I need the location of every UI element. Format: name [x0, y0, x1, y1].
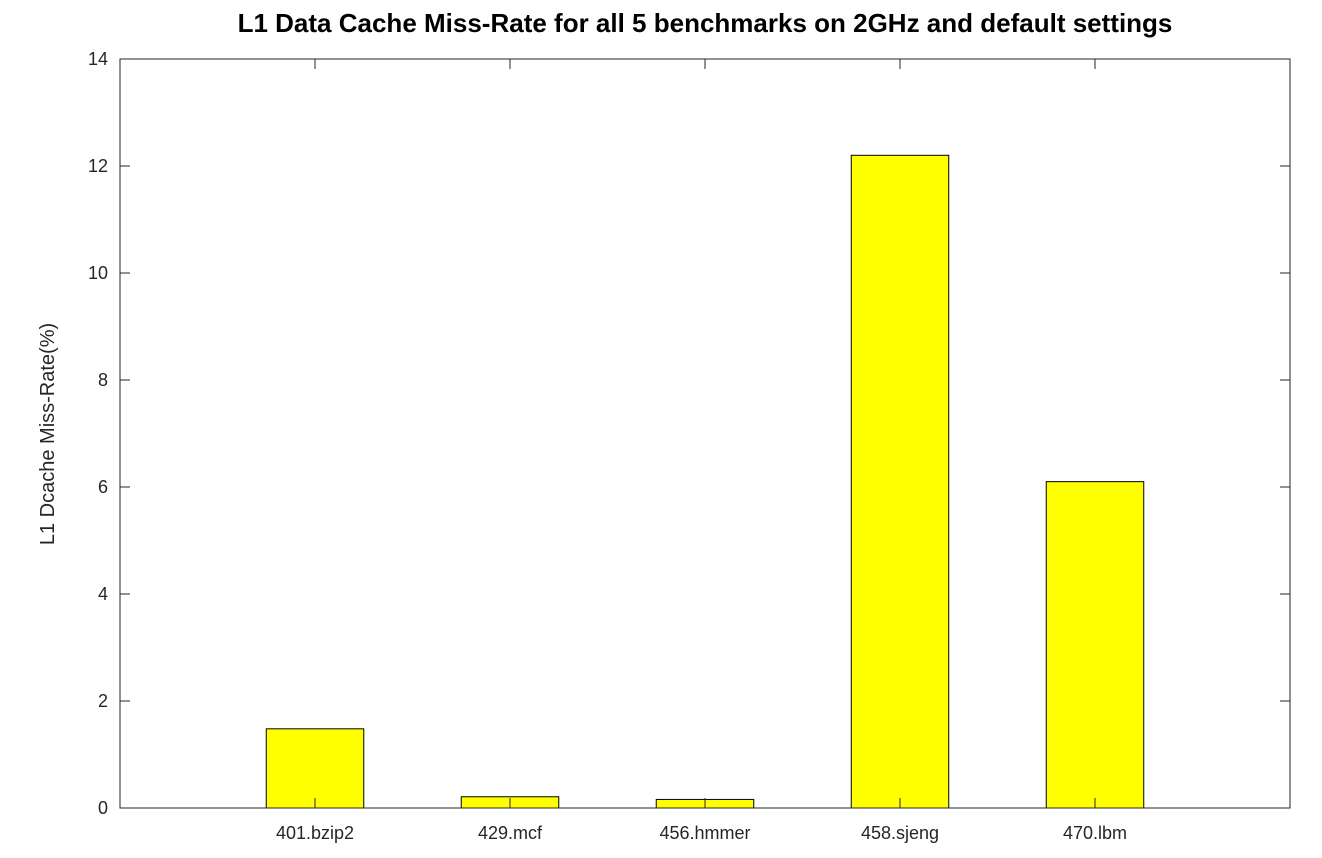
- chart-title: L1 Data Cache Miss-Rate for all 5 benchm…: [238, 8, 1173, 38]
- bar-458-sjeng: [850, 154, 950, 809]
- x-tick-label-470-lbm: 470.lbm: [1063, 823, 1127, 843]
- y-tick-label-12: 12: [88, 156, 108, 176]
- y-tick-label-10: 10: [88, 263, 108, 283]
- y-tick-label-0: 0: [98, 798, 108, 818]
- y-tick-label-2: 2: [98, 691, 108, 711]
- y-tick-label-8: 8: [98, 370, 108, 390]
- plot-frame: [119, 58, 1291, 809]
- y-tick-label-14: 14: [88, 49, 108, 69]
- bar-401-bzip2: [265, 728, 365, 809]
- x-tick-label-456-hmmer: 456.hmmer: [659, 823, 750, 843]
- x-tick-label-429-mcf: 429.mcf: [478, 823, 543, 843]
- bars-group: [265, 154, 1145, 809]
- bar-470-lbm: [1045, 481, 1145, 809]
- x-tick-label-458-sjeng: 458.sjeng: [861, 823, 939, 843]
- x-tick-label-401-bzip2: 401.bzip2: [276, 823, 354, 843]
- y-tick-label-4: 4: [98, 584, 108, 604]
- y-tick-label-6: 6: [98, 477, 108, 497]
- y-axis-label: L1 Dcache Miss-Rate(%): [37, 323, 59, 545]
